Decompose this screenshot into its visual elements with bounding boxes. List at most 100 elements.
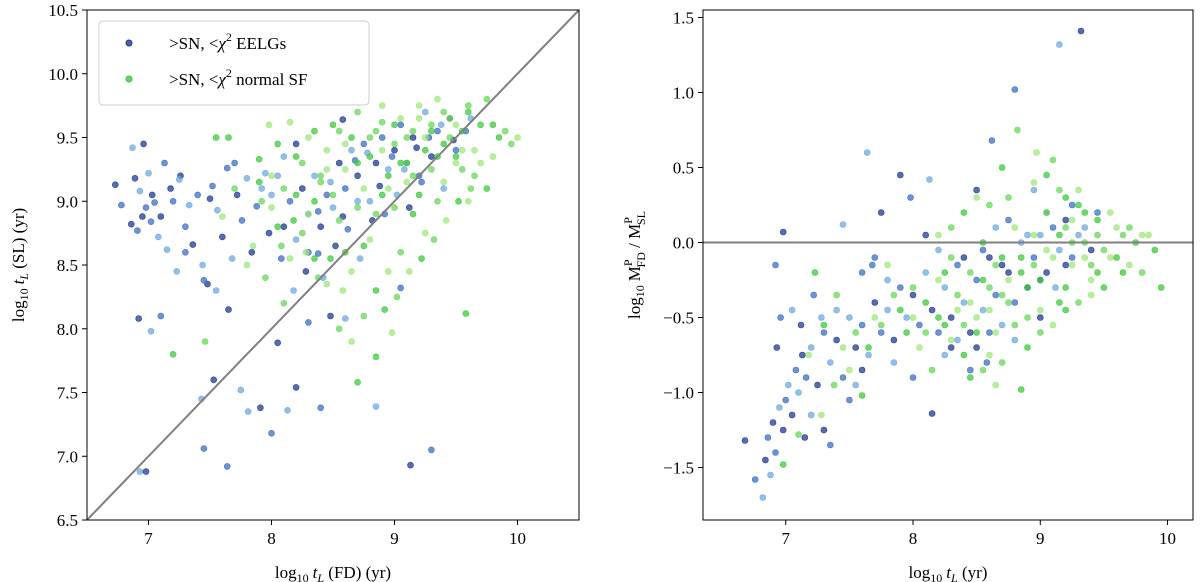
data-point	[1056, 41, 1063, 48]
data-point	[1087, 246, 1095, 254]
data-point	[1024, 314, 1031, 321]
x-label-var-sub: L	[316, 571, 324, 582]
data-point	[1049, 321, 1057, 329]
data-point	[877, 329, 885, 336]
data-point	[265, 121, 273, 129]
data-point	[795, 389, 802, 396]
series-1	[112, 108, 475, 475]
series-1	[741, 27, 1101, 501]
data-point	[366, 198, 374, 205]
data-point	[954, 306, 961, 314]
data-point	[311, 198, 318, 205]
data-point	[1005, 269, 1012, 276]
data-point	[378, 102, 386, 109]
data-point	[302, 268, 310, 275]
x-tick-label: 9	[1036, 529, 1045, 548]
data-point	[391, 140, 398, 148]
data-point	[1052, 284, 1059, 291]
data-point	[941, 284, 949, 291]
data-point	[348, 134, 355, 141]
data-point	[233, 191, 241, 199]
data-point	[458, 166, 466, 173]
data-point	[298, 159, 306, 167]
data-point	[769, 419, 777, 426]
y-label-log: log	[625, 297, 644, 319]
data-point	[415, 191, 423, 199]
data-point	[323, 280, 331, 288]
data-point	[225, 134, 232, 141]
data-point	[255, 178, 263, 186]
data-point	[988, 137, 996, 144]
data-point	[142, 468, 150, 475]
data-point	[292, 236, 300, 243]
data-point	[292, 140, 300, 148]
data-point	[274, 223, 282, 230]
data-point	[284, 406, 291, 414]
data-point	[428, 166, 435, 173]
data-point	[136, 187, 144, 195]
data-point	[467, 185, 475, 192]
data-point	[802, 374, 810, 381]
y-label-mass-fd-sub: FD	[634, 252, 648, 268]
data-point	[145, 169, 152, 177]
data-point	[237, 386, 245, 394]
data-point	[966, 374, 974, 381]
data-point	[1056, 246, 1063, 254]
data-point	[452, 121, 460, 129]
data-point	[1030, 186, 1038, 194]
data-point	[1024, 284, 1031, 291]
data-point	[1062, 306, 1069, 314]
data-point	[935, 246, 942, 254]
data-point	[776, 404, 783, 411]
data-point	[329, 191, 337, 199]
data-point	[890, 291, 898, 299]
data-point	[332, 242, 339, 250]
data-point	[1062, 224, 1069, 231]
data-point	[228, 255, 236, 262]
legend-entry-chi: χ	[216, 70, 226, 89]
data-point	[501, 127, 509, 135]
y-label-mass-sl: M	[625, 224, 644, 239]
data-point	[185, 201, 193, 209]
data-point	[986, 284, 993, 291]
legend-entry-chi: χ	[216, 34, 226, 53]
data-point	[335, 325, 343, 333]
data-point	[1113, 224, 1120, 231]
data-point	[865, 344, 872, 351]
y-label-mass-fd: M	[625, 266, 644, 281]
data-point	[903, 329, 910, 336]
data-point	[1043, 209, 1050, 216]
data-point	[1030, 231, 1038, 239]
data-point	[378, 118, 386, 126]
data-point	[1068, 216, 1076, 224]
data-point	[979, 306, 987, 314]
data-point	[839, 374, 847, 381]
data-point	[290, 217, 297, 224]
data-point	[909, 314, 917, 321]
data-point	[1081, 254, 1089, 261]
data-point	[986, 306, 993, 314]
data-point	[483, 185, 491, 192]
x-tick-label: 9	[390, 529, 399, 548]
data-point	[960, 299, 968, 306]
data-point	[1017, 254, 1025, 261]
legend-entry: >SN, <χ2 normal SF	[169, 66, 307, 89]
data-point	[372, 353, 380, 361]
x-label-log-sub: 10	[297, 571, 309, 582]
data-point	[248, 249, 256, 256]
data-point	[268, 429, 275, 437]
data-point	[286, 198, 294, 205]
data-point	[947, 254, 955, 261]
data-point	[1017, 269, 1025, 276]
data-point	[1062, 261, 1069, 269]
data-point	[973, 314, 980, 321]
y-tick-label: 9.5	[57, 129, 78, 148]
data-point	[826, 359, 834, 366]
data-point	[327, 178, 334, 186]
data-point	[865, 351, 872, 359]
legend-entry-label: normal SF	[232, 70, 308, 89]
data-point	[366, 153, 374, 160]
data-point	[998, 321, 1006, 329]
data-point	[871, 299, 879, 306]
